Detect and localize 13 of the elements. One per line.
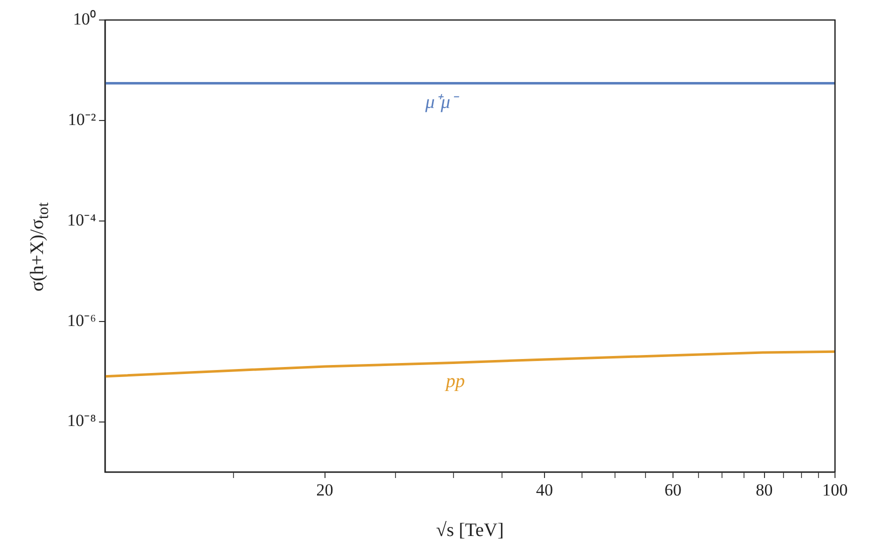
x-tick-label: 40 (536, 480, 554, 500)
x-tick-label: 20 (316, 480, 334, 500)
x-tick-label: 60 (664, 480, 682, 500)
series-label: pp (444, 371, 465, 392)
series-label: μ⁺μ⁻ (424, 92, 460, 113)
y-tick-label: 10⁻⁸ (67, 411, 96, 430)
x-tick-label: 100 (822, 480, 848, 500)
y-tick-label: 10⁻² (68, 110, 96, 129)
x-axis-title: √s [TeV] (435, 520, 505, 542)
y-tick-label: 10⁰ (73, 9, 96, 28)
y-tick-label: 10⁻⁴ (67, 210, 96, 230)
x-tick-label: 80 (756, 480, 773, 500)
y-tick-label: 10⁻⁶ (67, 310, 96, 330)
